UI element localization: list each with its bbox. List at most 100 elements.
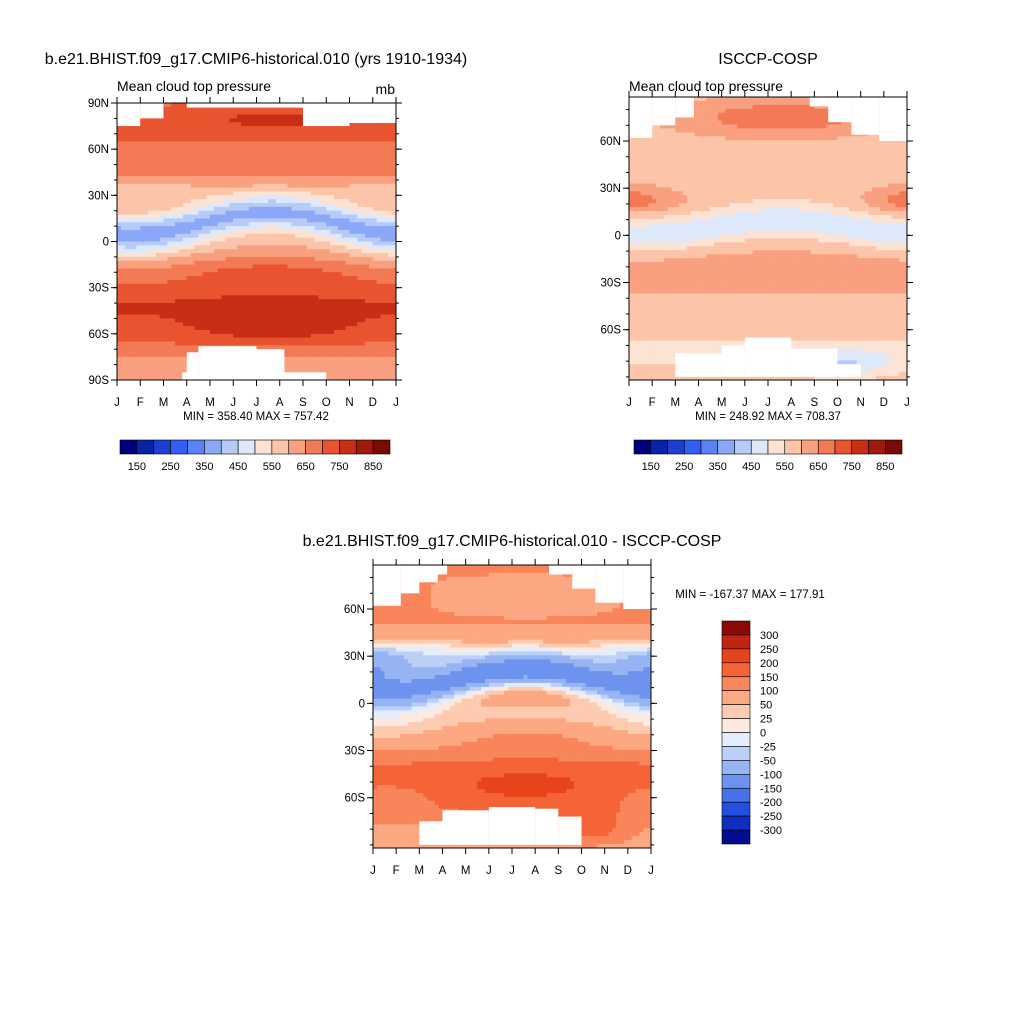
panel-model-cell bbox=[353, 299, 358, 304]
panel-model-cell bbox=[190, 214, 196, 220]
panel-model-cell bbox=[365, 183, 370, 189]
panel-model-cell bbox=[268, 153, 273, 158]
panel-model-cell bbox=[361, 306, 366, 312]
panel-model-cell bbox=[202, 306, 207, 312]
panel-model-cell bbox=[392, 333, 396, 339]
panel-model-cell bbox=[128, 341, 134, 346]
panel-model-cell bbox=[221, 341, 227, 346]
panel-model-cell bbox=[248, 333, 254, 339]
panel-model-cell bbox=[202, 333, 207, 339]
panel-model-cell bbox=[272, 122, 277, 127]
panel-model-cell bbox=[283, 183, 289, 189]
panel-model-cell bbox=[163, 287, 168, 293]
panel-model-cell bbox=[287, 153, 292, 158]
panel-model-cell bbox=[221, 110, 227, 116]
panel-model-cell bbox=[120, 318, 126, 323]
panel-model-cell bbox=[132, 214, 137, 220]
panel-model-cell bbox=[260, 253, 265, 258]
panel-model-cell bbox=[120, 179, 126, 185]
panel-model-cell bbox=[132, 310, 137, 316]
panel-model-cell bbox=[182, 306, 188, 312]
panel-model-cell bbox=[186, 160, 192, 166]
panel-model-cell bbox=[314, 245, 320, 250]
panel-model-cell bbox=[136, 137, 141, 143]
panel-model-cell bbox=[334, 141, 339, 146]
panel-model-cell bbox=[283, 272, 289, 277]
panel-model-cell bbox=[365, 168, 370, 173]
panel-model-cell bbox=[314, 295, 320, 300]
panel-model-cell bbox=[349, 322, 354, 327]
panel-model-cell bbox=[326, 268, 331, 273]
panel-model-cell bbox=[194, 206, 199, 212]
panel-model-cell bbox=[144, 126, 149, 131]
panel-model-cell bbox=[140, 341, 145, 346]
panel-model-cell bbox=[198, 322, 203, 327]
panel-model-cell bbox=[376, 164, 382, 170]
panel-model-cell bbox=[361, 268, 366, 273]
panel-model-cell bbox=[388, 279, 393, 285]
panel-model-cell bbox=[210, 149, 215, 154]
panel-model-cell bbox=[303, 141, 308, 146]
panel-model-cell bbox=[345, 360, 351, 366]
panel-model-cell bbox=[357, 187, 362, 193]
panel-model-cell bbox=[179, 160, 184, 166]
panel-model-cell bbox=[272, 118, 277, 123]
panel-model-cell bbox=[179, 156, 184, 162]
panel-model-cell bbox=[361, 337, 366, 343]
panel-model-cell bbox=[229, 291, 234, 296]
panel-model-cell bbox=[392, 214, 396, 220]
panel-model-cell bbox=[365, 264, 370, 270]
panel-model-cell bbox=[303, 268, 308, 273]
panel-model-cell bbox=[272, 110, 277, 116]
panel-model-cell bbox=[140, 249, 145, 254]
panel-model-cell bbox=[140, 260, 145, 266]
panel-model-cell bbox=[291, 333, 296, 339]
panel-model-cell bbox=[120, 260, 126, 266]
panel-model-cell bbox=[206, 268, 211, 273]
panel-model-cell bbox=[268, 272, 273, 277]
panel-model-cell bbox=[241, 110, 246, 116]
panel-model-cell bbox=[380, 149, 385, 154]
panel-model-cell bbox=[237, 191, 242, 196]
panel-model-cell bbox=[128, 279, 134, 285]
panel-model-cell bbox=[388, 360, 393, 366]
panel-model-cell bbox=[206, 229, 211, 235]
panel-model-cell bbox=[291, 149, 296, 154]
panel-model-cell bbox=[264, 179, 269, 185]
panel-model-cell bbox=[229, 245, 234, 250]
panel-model-cell bbox=[124, 218, 130, 223]
panel-model-cell bbox=[233, 333, 238, 339]
panel-model-cell bbox=[392, 153, 396, 158]
panel-model-cell bbox=[202, 276, 207, 281]
panel-model-cell bbox=[299, 153, 304, 158]
panel-model-cell bbox=[349, 249, 354, 254]
panel-model-cell bbox=[361, 279, 366, 285]
panel-model-cell bbox=[291, 179, 296, 185]
panel-model-cell bbox=[167, 133, 172, 139]
panel-model-cell bbox=[252, 118, 258, 123]
panel-model-cell bbox=[314, 364, 320, 370]
panel-model-cell bbox=[256, 195, 261, 200]
panel-model-cell bbox=[159, 260, 165, 266]
panel-model-cell bbox=[140, 129, 145, 135]
panel-model-cell bbox=[175, 291, 180, 296]
panel-model-cell bbox=[380, 283, 385, 289]
panel-model-cell bbox=[248, 233, 254, 239]
panel-model-cell bbox=[120, 237, 126, 243]
panel-model-cell bbox=[148, 299, 153, 304]
panel-model-cell bbox=[171, 141, 176, 146]
panel-model-cell bbox=[179, 360, 184, 366]
panel-model-cell bbox=[151, 241, 157, 246]
panel-model-cell bbox=[361, 210, 366, 216]
panel-model-cell bbox=[256, 214, 261, 220]
panel-model-cell bbox=[244, 287, 250, 293]
panel-model-cell bbox=[341, 253, 347, 258]
panel-model-cell bbox=[155, 360, 161, 366]
panel-model-cell bbox=[310, 203, 316, 208]
panel-model-cell bbox=[314, 229, 320, 235]
panel-model-cell bbox=[326, 129, 331, 135]
panel-model-cell bbox=[306, 337, 312, 343]
panel-model-cell bbox=[221, 160, 227, 166]
panel-model-cell bbox=[151, 229, 157, 235]
panel-model-cell bbox=[221, 283, 227, 289]
